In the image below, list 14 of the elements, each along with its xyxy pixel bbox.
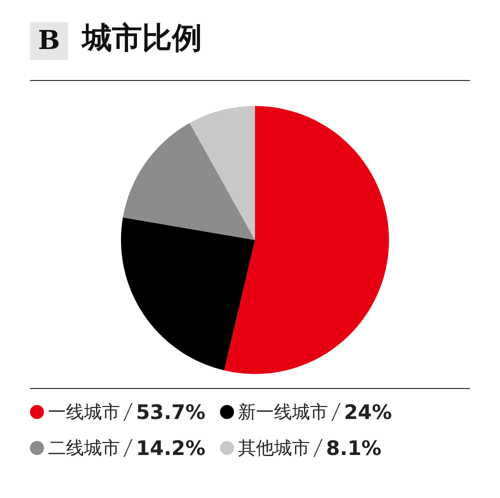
- pie-slice: [121, 217, 255, 370]
- legend-label: 二线城市: [48, 437, 120, 460]
- pie-slice: [224, 106, 389, 374]
- data-label: 53.7%: [136, 400, 206, 424]
- pie-slice: [122, 122, 255, 240]
- legend-label: 一线城市: [48, 401, 120, 424]
- legend-label: 新一线城市: [238, 401, 328, 424]
- legend-label: 其他城市: [238, 437, 310, 460]
- text: B: [30, 22, 68, 60]
- data-label: 8.1%: [326, 436, 382, 460]
- pie-slice: [190, 106, 255, 240]
- chart-title: 城市比例: [82, 20, 202, 58]
- data-label: 24%: [344, 400, 392, 424]
- data-label: 14.2%: [136, 436, 206, 460]
